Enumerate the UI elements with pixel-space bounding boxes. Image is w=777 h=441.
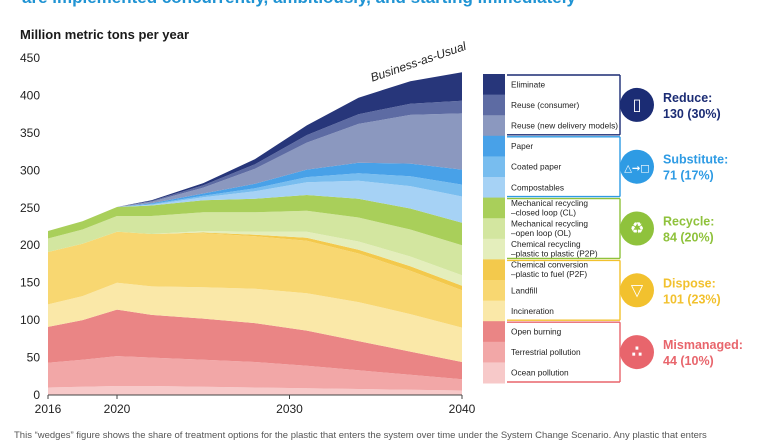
group-value: 101 (23%) (663, 292, 721, 306)
y-tick-label: 150 (20, 276, 40, 290)
legend-swatch-mechanical-recycling-closed-loop-cl (483, 197, 505, 219)
area-reuse-new-delivery-models (48, 113, 462, 231)
x-tick-label: 2040 (449, 402, 476, 416)
axes-group: 0 50 100 150 200 250 300 350 400 450 2016 2020 2030 2… (20, 51, 476, 416)
y-tick-label: 0 (33, 388, 40, 402)
box-reduce-icon (620, 87, 654, 122)
legend-label-eliminate: Eliminate (511, 79, 546, 89)
y-tick-label: 450 (20, 51, 40, 65)
box-reduce-icon-glyph: ▯ (633, 95, 642, 114)
group-value: 44 (10%) (663, 354, 714, 368)
group-recycle: ♻ Recycle: 84 (20%) (507, 197, 714, 260)
legend-swatch-eliminate (483, 74, 505, 96)
y-tick-label: 250 (20, 201, 40, 215)
legend-label-mechanical-recycling-closed-loop-cl: Mechanical recycling –closed loop (CL) (511, 198, 588, 218)
area-paper (48, 162, 462, 231)
substitute-shapes-icon (620, 149, 654, 184)
area-coated-paper (48, 173, 462, 231)
legend-swatch-compostables (483, 177, 505, 199)
legend-swatch-terrestrial-pollution (483, 341, 505, 363)
legend-swatch-chemical-conversion-plastic-to-fuel-p2f (483, 259, 505, 281)
legend-label-chemical-conversion-plastic-to-fuel-p2f: Chemical conversion –plastic to fuel (P2F… (511, 260, 588, 280)
legend-label-reuse-new-delivery-models: Reuse (new delivery models) (511, 121, 618, 131)
legend: Eliminate Reuse (consumer) Reuse (new deli… (483, 74, 618, 384)
area-open-burning (48, 309, 462, 380)
area-mechanical-recycling-closed-loop-cl (48, 195, 462, 246)
legend-label-coated-paper: Coated paper (511, 162, 562, 172)
area-chemical-recycling-plastic-to-plastic-p2p (48, 231, 462, 286)
y-tick-label: 300 (20, 163, 40, 177)
area-landfill (48, 231, 462, 328)
mismanaged-pile-icon-glyph: ∴ (631, 342, 642, 361)
group-substitute: △→□ Substitute: 71 (17%) (507, 136, 728, 198)
legend-swatch-incineration (483, 300, 505, 322)
x-tick-label: 2020 (104, 402, 131, 416)
area-mechanical-recycling-open-loop-ol (48, 210, 462, 276)
group-reduce: ▯ Reduce: 130 (30%) (507, 74, 721, 136)
recycle-icon-glyph: ♻ (630, 219, 644, 238)
group-title: Reduce: (663, 91, 712, 105)
y-tick-label: 100 (20, 313, 40, 327)
substitute-shapes-icon-glyph: △→□ (624, 164, 650, 175)
legend-label-paper: Paper (511, 141, 533, 151)
bin-dispose-icon-glyph: ▽ (631, 280, 644, 299)
y-tick-label: 400 (20, 88, 40, 102)
legend-label-compostables: Compostables (511, 182, 564, 192)
area-eliminate (48, 72, 462, 231)
legend-swatch-paper (483, 135, 505, 157)
group-value: 130 (30%) (663, 107, 721, 121)
group-value: 84 (20%) (663, 231, 714, 245)
legend-label-open-burning: Open burning (511, 327, 562, 337)
legend-swatch-landfill (483, 280, 505, 302)
area-reuse-consumer (48, 100, 462, 231)
legend-label-incineration: Incineration (511, 306, 554, 316)
legend-label-chemical-recycling-plastic-to-plastic-p2p: Chemical recycling –plastic to plastic (P… (511, 239, 598, 259)
group-title: Substitute: (663, 153, 728, 167)
x-tick-label: 2016 (35, 402, 62, 416)
x-tick-label: 2030 (276, 402, 303, 416)
legend-label-ocean-pollution: Ocean pollution (511, 368, 569, 378)
area-compostables (48, 180, 462, 231)
y-tick-label: 50 (27, 351, 41, 365)
group-dispose: ▽ Dispose: 101 (23%) (507, 259, 721, 321)
legend-swatch-chemical-recycling-plastic-to-plastic-p2p (483, 238, 505, 260)
area-terrestrial-pollution (48, 356, 462, 391)
group-mismanaged: ∴ Mismanaged: 44 (10%) (507, 321, 743, 383)
y-tick-label: 350 (20, 126, 40, 140)
legend-swatch-ocean-pollution (483, 362, 505, 384)
legend-swatch-open-burning (483, 321, 505, 343)
bin-dispose-icon (620, 273, 654, 308)
area-incineration (48, 282, 462, 362)
legend-label-landfill: Landfill (511, 285, 537, 295)
mismanaged-pile-icon (620, 335, 654, 370)
y-tick-label: 200 (20, 238, 40, 252)
headline: are implemented concurrently, ambitiousl… (22, 0, 762, 8)
legend-swatch-reuse-new-delivery-models (483, 115, 505, 137)
group-value: 71 (17%) (663, 169, 714, 183)
group-title: Recycle: (663, 215, 714, 229)
footnote: This “wedges” figure shows the share of … (14, 430, 707, 441)
category-groups: ▯ Reduce: 130 (30%) △→□ Substitute: 71 (17%) ♻… (507, 74, 743, 383)
legend-label-terrestrial-pollution: Terrestrial pollution (511, 347, 581, 357)
y-axis-label: Million metric tons per year (20, 27, 190, 42)
legend-swatch-reuse-consumer (483, 94, 505, 116)
area-series-group: Business-as-Usual (48, 39, 468, 395)
group-title: Mismanaged: (663, 338, 743, 352)
legend-swatch-coated-paper (483, 156, 505, 178)
recycle-icon (620, 211, 654, 246)
area-ocean-pollution (48, 386, 462, 395)
legend-swatch-mechanical-recycling-open-loop-ol (483, 218, 505, 240)
legend-label-reuse-consumer: Reuse (consumer) (511, 100, 579, 110)
group-title: Dispose: (663, 276, 716, 290)
legend-label-mechanical-recycling-open-loop-ol: Mechanical recycling –open loop (OL) (511, 219, 588, 239)
